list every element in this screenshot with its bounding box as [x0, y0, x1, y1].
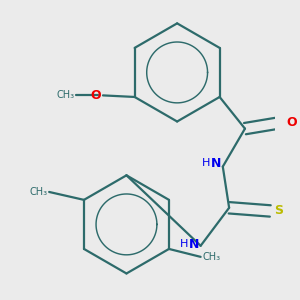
- Text: CH₃: CH₃: [56, 90, 74, 100]
- Text: O: O: [91, 89, 101, 102]
- Text: CH₃: CH₃: [29, 187, 48, 197]
- Text: H: H: [180, 239, 188, 249]
- Text: CH₃: CH₃: [202, 252, 220, 262]
- Text: S: S: [274, 204, 284, 218]
- Text: H: H: [202, 158, 210, 169]
- Text: O: O: [287, 116, 297, 129]
- Text: N: N: [189, 238, 199, 251]
- Text: N: N: [211, 157, 221, 170]
